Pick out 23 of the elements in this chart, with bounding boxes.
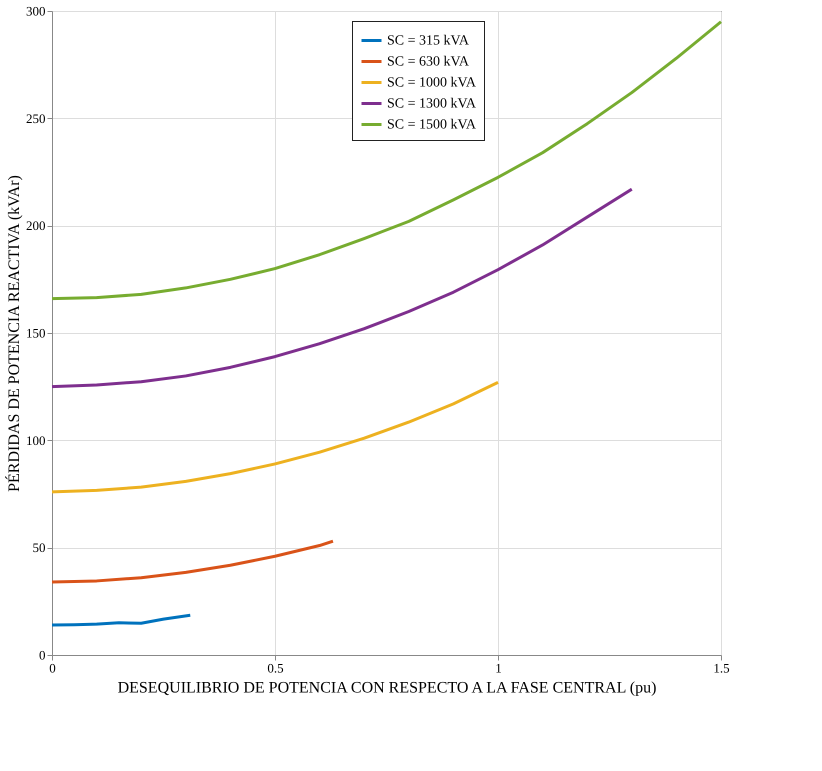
legend-label: SC = 1300 kVA: [387, 96, 477, 112]
legend-label: SC = 315 kVA: [387, 34, 470, 48]
line-series: [50, 614, 192, 626]
line-series: [50, 380, 500, 494]
legend-label: SC = 630 kVA: [387, 54, 470, 70]
y-tick-label: 200: [26, 218, 46, 234]
y-tick-label: 150: [26, 326, 46, 340]
line-series: [50, 188, 634, 388]
x-tick-label: 0.5: [267, 660, 284, 676]
x-tick-label: 1.5: [713, 660, 730, 676]
y-tick-label: 300: [26, 4, 46, 18]
line-series: [50, 540, 334, 584]
y-tick-label: 0: [39, 648, 46, 662]
legend-label: SC = 1000 kVA: [387, 76, 477, 90]
line-series: [50, 20, 722, 300]
x-tick-label: 0: [49, 660, 56, 676]
y-tick-label: 250: [26, 110, 46, 126]
x-axis-title: DESEQUILIBRIO DE POTENCIA CON RESPECTO A LA FASE CENTRAL (pu): [118, 680, 656, 696]
y-axis-title: PÉRDIDAS DE POTENCIA REACTIVA (kVAr): [5, 175, 23, 492]
x-tick-label: 1: [495, 660, 502, 676]
y-tick-label: 100: [26, 432, 46, 448]
legend-label: SC = 1500 kVA: [387, 118, 477, 132]
y-tick-label: 50: [32, 540, 46, 556]
